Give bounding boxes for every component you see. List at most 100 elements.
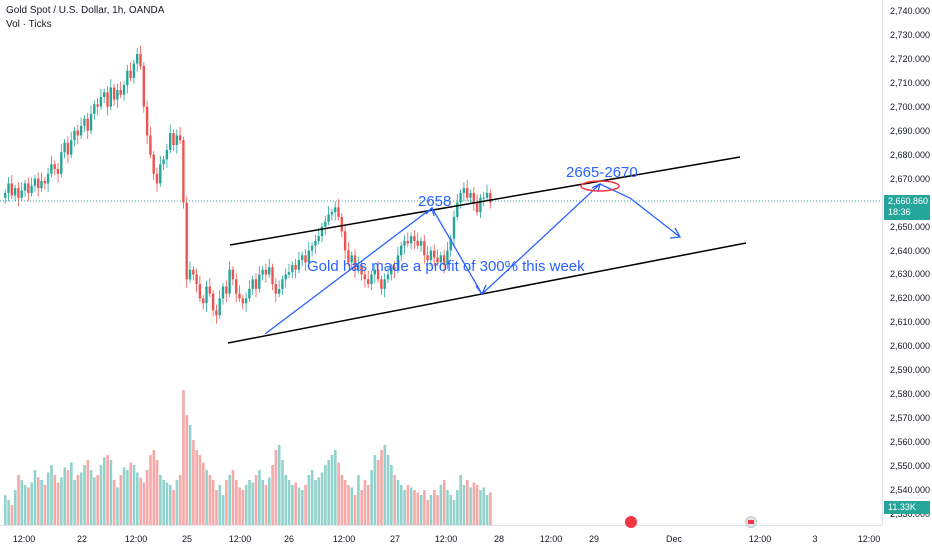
volume-bar: [254, 475, 258, 525]
price-tick-label: 2,570.000: [890, 413, 931, 424]
volume-bar: [188, 425, 192, 525]
volume-bar: [4, 495, 7, 525]
candle-body: [426, 255, 429, 261]
candle-body: [343, 231, 347, 251]
chart-legend: Gold Spot / U.S. Dollar, 1h, OANDA Vol ·…: [6, 4, 164, 32]
volume-bar: [324, 465, 327, 525]
volume-bar: [159, 475, 162, 525]
candle-body: [66, 142, 70, 155]
volume-bar: [268, 477, 271, 525]
time-tick-label: 12:00: [124, 534, 148, 544]
candle-body: [485, 192, 489, 198]
time-tick-label: 22: [76, 534, 88, 544]
alert-icon[interactable]: [625, 516, 637, 528]
candle-body: [340, 216, 343, 232]
volume-bar: [310, 470, 314, 525]
candle-body: [390, 267, 393, 275]
candle-body: [79, 125, 83, 136]
candle-body: [466, 188, 469, 198]
time-tick-label: Dec: [665, 534, 683, 544]
candle-body: [268, 267, 271, 275]
candle-body: [320, 226, 324, 237]
time-tick-label: 12:00: [228, 534, 252, 544]
volume-bar: [433, 490, 436, 525]
time-axis[interactable]: 12:00 22 12:00 25 12:00 26 12:00 27 12:00 28 12:00…: [0, 525, 882, 551]
volume-bar: [429, 495, 433, 525]
candle-body: [56, 169, 60, 174]
candle-body: [93, 104, 96, 114]
price-axis[interactable]: 2,740.000 2,730.000 2,720.000 2,710.000 2,70…: [882, 0, 932, 525]
volume-bar: [122, 467, 126, 525]
time-tick-label: 12:00: [748, 534, 772, 544]
price-chart[interactable]: 2658 2665-2670 Gold has made a profit of…: [0, 0, 882, 525]
candle-body: [489, 192, 492, 203]
candle-body: [7, 183, 10, 193]
volume-bar: [297, 487, 301, 525]
candle-body: [119, 89, 122, 95]
volume-bar: [274, 450, 278, 525]
price-tick-label: 2,600.000: [890, 341, 931, 352]
candle-body: [202, 298, 205, 304]
volume-bar: [334, 450, 337, 525]
time-tick-label: 12:00: [857, 534, 881, 544]
volume-bar: [353, 495, 357, 525]
volume-bar: [86, 460, 90, 525]
volume-bar: [330, 455, 334, 525]
volume-bar: [350, 487, 354, 525]
candle-body: [396, 255, 400, 270]
volume-bar: [337, 462, 340, 525]
volume-bar: [409, 487, 413, 525]
volume-bar: [178, 475, 182, 525]
channel-upper-line: [229, 156, 741, 246]
candle-body: [446, 250, 449, 265]
volume-bar: [202, 462, 205, 525]
candle-body: [324, 221, 327, 227]
event-flag-icon[interactable]: [745, 516, 757, 528]
candle-body: [393, 267, 396, 270]
volume-bar: [129, 462, 132, 525]
volume-bar: [192, 440, 195, 525]
volume-bar: [390, 465, 393, 525]
volume-bar: [231, 470, 235, 525]
volume-bar: [56, 482, 60, 525]
candle-body: [198, 284, 202, 299]
candle-body: [132, 63, 136, 78]
candle-body: [297, 260, 301, 270]
candle-body: [129, 70, 132, 78]
candle-body: [400, 245, 403, 256]
volume-bar: [277, 445, 281, 525]
candle-body: [145, 106, 149, 136]
volume-bar: [142, 482, 146, 525]
volume-bar: [479, 490, 482, 525]
symbol-title[interactable]: Gold Spot / U.S. Dollar, 1h, OANDA: [6, 5, 165, 16]
volume-bar: [103, 457, 106, 525]
chart-area[interactable]: 2658 2665-2670 Gold has made a profit of…: [0, 0, 882, 525]
volume-bar: [466, 480, 469, 525]
candle-body: [376, 269, 380, 280]
candle-body: [472, 192, 475, 203]
volume-bar: [271, 465, 274, 525]
channel-lower-line: [227, 242, 747, 344]
candle-body: [46, 173, 50, 184]
candle-body: [317, 236, 320, 241]
price-tick-label: 2,720.000: [890, 53, 931, 64]
candle-body: [20, 190, 23, 198]
candle-body: [221, 286, 225, 299]
volume-bar: [20, 480, 24, 525]
time-tick-label: 12:00: [12, 534, 36, 544]
volume-bar: [482, 487, 486, 525]
candle-body: [337, 207, 340, 217]
candle-body: [261, 269, 264, 275]
volume-bar: [221, 495, 225, 525]
volume-indicator-label[interactable]: Vol · Ticks: [6, 19, 52, 30]
volume-bar: [109, 460, 113, 525]
candle-body: [112, 87, 116, 100]
volume-bar: [291, 485, 294, 525]
time-tick-label: 25: [181, 534, 193, 544]
candle-body: [192, 269, 195, 275]
candle-body: [248, 288, 251, 299]
candle-body: [287, 272, 291, 275]
volume-bar: [149, 455, 152, 525]
candle-body: [350, 255, 353, 263]
price-tick-label: 2,530.000: [890, 509, 931, 520]
